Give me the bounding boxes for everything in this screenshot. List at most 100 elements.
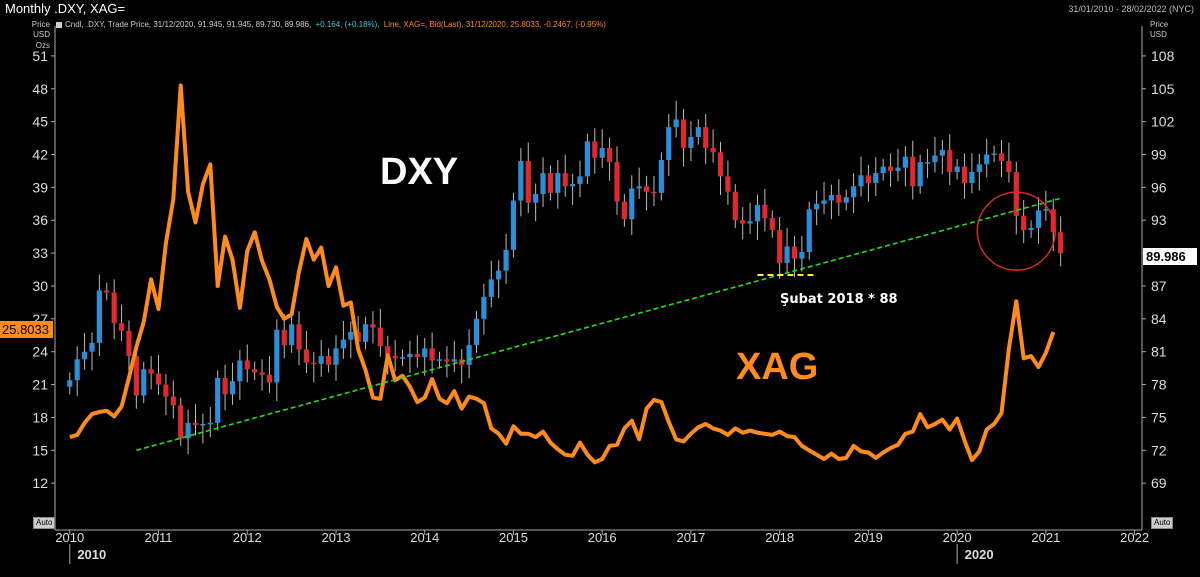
- candle-body: [118, 323, 125, 331]
- candle-body: [496, 270, 502, 280]
- x-tick-label: 2019: [854, 530, 883, 545]
- left-tick-label: 15: [32, 442, 48, 458]
- left-tick-label: 51: [32, 48, 48, 64]
- xag-line: [69, 83, 1056, 465]
- legend-dxy: Cndl, .DXY, Trade Price, 31/12/2020, 91.…: [65, 20, 312, 29]
- legend-dxy-change: +0.164, (+0.18%),: [315, 20, 380, 29]
- candle-body: [436, 359, 443, 361]
- candle-body: [784, 246, 790, 263]
- candle-body: [362, 324, 369, 342]
- candle-body: [947, 150, 953, 173]
- legend-square-icon: [56, 21, 62, 28]
- candle-body: [924, 162, 931, 164]
- candle-body: [976, 164, 982, 173]
- candle-body: [385, 346, 391, 357]
- dxy-candles: [67, 100, 1064, 455]
- left-tick-label: 12: [32, 475, 48, 491]
- candle-body: [340, 339, 346, 349]
- candle-body: [895, 167, 901, 171]
- candle-body: [348, 331, 354, 340]
- candle-body: [806, 209, 812, 252]
- candle-body: [902, 156, 908, 168]
- candle-body: [222, 377, 228, 395]
- candle-body: [303, 349, 310, 363]
- candle-body: [1013, 172, 1019, 216]
- candle-body: [547, 173, 554, 193]
- legend-xag: Line, XAG=, Bid(Last), 31/12/2020, 25.80…: [383, 20, 606, 29]
- highlight-circle: [976, 191, 1057, 271]
- candle-body: [577, 176, 583, 185]
- candle-body: [880, 166, 886, 174]
- candle-body: [81, 351, 88, 360]
- candle-body: [89, 342, 95, 352]
- candle-body: [873, 173, 879, 183]
- candle-body: [562, 173, 568, 187]
- left-auto-scale-button[interactable]: Auto: [33, 517, 56, 529]
- candle-body: [865, 175, 871, 183]
- candle-body: [185, 422, 191, 439]
- candle-body: [244, 360, 250, 370]
- candle-body: [910, 156, 916, 187]
- candle-body: [1035, 210, 1042, 228]
- candle-body: [429, 348, 435, 361]
- candle-body: [614, 162, 620, 202]
- candle-body: [791, 246, 798, 259]
- candle-body: [747, 221, 753, 224]
- candle-body: [96, 290, 102, 343]
- left-tick-label: 18: [32, 409, 48, 425]
- right-tick-label: 87: [1151, 278, 1167, 294]
- candle-body: [1043, 209, 1049, 211]
- left-tick-label: 42: [32, 147, 48, 163]
- candle-body: [658, 159, 664, 193]
- candle-body: [1058, 232, 1064, 254]
- candle-body: [237, 360, 243, 382]
- candle-body: [444, 359, 450, 362]
- candle-body: [710, 147, 716, 153]
- dxy-last-tag: [1143, 248, 1197, 265]
- dxy-last-value: 89.986: [1146, 249, 1186, 264]
- candle-body: [133, 356, 139, 396]
- candle-body: [998, 153, 1005, 162]
- right-tick-label: 93: [1151, 212, 1167, 228]
- chart-title: Monthly .DXY, XAG=: [5, 1, 126, 16]
- candle-body: [769, 218, 775, 231]
- candle-body: [266, 374, 273, 383]
- candle-body: [836, 195, 842, 203]
- left-tick-label: 21: [32, 377, 48, 393]
- candle-body: [518, 161, 524, 201]
- right-auto-scale-button[interactable]: Auto: [1151, 517, 1174, 529]
- candle-body: [939, 150, 945, 156]
- candle-body: [725, 176, 731, 192]
- axes-layer: 1215182124273033363942454851697275788184…: [32, 26, 1175, 564]
- candle-body: [370, 324, 376, 328]
- candle-body: [636, 186, 642, 189]
- candle-body: [607, 147, 613, 163]
- candle-body: [555, 173, 561, 193]
- candle-body: [215, 377, 221, 423]
- left-axis-unit-currency: USD: [33, 30, 50, 39]
- x-tick-label: 2016: [588, 530, 617, 545]
- x-tick-label: 2015: [499, 530, 528, 545]
- candle-body: [289, 324, 295, 346]
- x-tick-label: 2020: [943, 530, 972, 545]
- candle-body: [481, 296, 487, 319]
- xag-last-tag: [0, 321, 53, 338]
- candle-body: [828, 195, 835, 201]
- candle-body: [259, 372, 265, 375]
- candle-body: [599, 147, 605, 158]
- candle-body: [717, 152, 724, 177]
- xag-last-value: 25.8033: [2, 322, 49, 337]
- right-tick-label: 72: [1151, 442, 1167, 458]
- left-axis-unit-ozs: Ozs: [35, 41, 50, 50]
- dxy-annotation: DXY: [380, 151, 458, 193]
- x-tick-label: 2021: [1031, 530, 1060, 545]
- right-axis-unit-price: Price: [1150, 20, 1169, 29]
- candle-body: [274, 329, 280, 383]
- candle-body: [1028, 227, 1034, 231]
- support-annotation: Şubat 2018 * 88: [780, 292, 898, 307]
- candle-body: [104, 290, 110, 293]
- candle-body: [126, 330, 132, 357]
- x-major-label: 2020: [965, 547, 994, 562]
- candle-body: [695, 127, 701, 137]
